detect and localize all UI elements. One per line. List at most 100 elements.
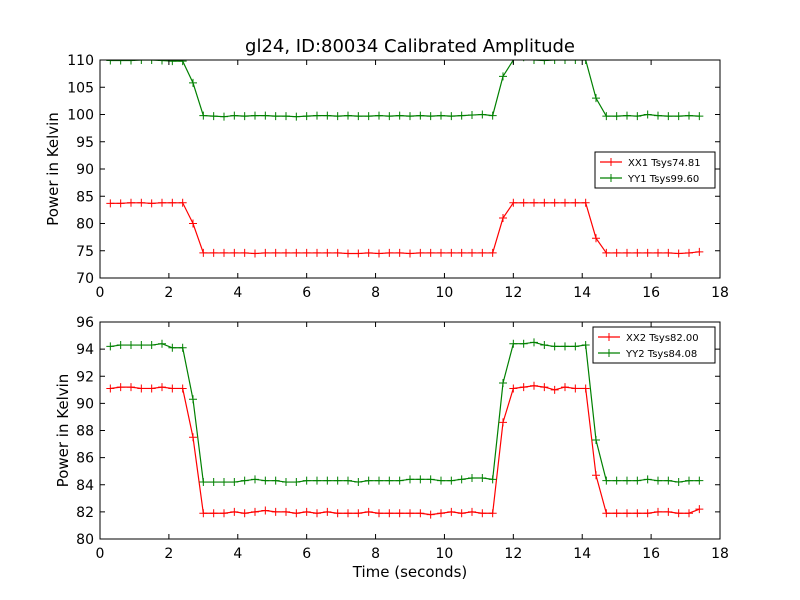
x-axis-label: Time (seconds) <box>352 563 468 581</box>
data-point <box>127 383 135 392</box>
data-point <box>406 112 414 121</box>
data-point <box>354 509 363 518</box>
data-point <box>344 249 352 258</box>
data-point <box>375 249 383 258</box>
data-point <box>488 111 497 120</box>
data-point <box>302 248 311 257</box>
y-tick-label: 70 <box>76 271 94 287</box>
data-point <box>437 248 445 257</box>
data-point <box>385 509 394 518</box>
y-tick-label: 95 <box>76 135 94 151</box>
chart-panel-1: 0 2 4 6 8 10 12 14 16 18 70 75 80 85 90 95 100 105 110 gl24… <box>44 36 729 301</box>
data-point <box>674 509 683 518</box>
data-point <box>220 478 228 487</box>
data-point <box>540 383 549 392</box>
data-point <box>333 248 342 257</box>
data-point <box>592 234 600 243</box>
data-point <box>375 476 383 485</box>
data-point <box>643 475 652 484</box>
data-point <box>230 507 239 516</box>
data-point <box>488 509 497 518</box>
data-point <box>333 509 342 518</box>
data-point <box>685 248 693 257</box>
data-point <box>364 507 373 516</box>
data-point <box>685 111 693 120</box>
data-point <box>209 248 218 257</box>
data-point <box>643 509 652 518</box>
data-point <box>313 248 321 257</box>
data-point <box>509 384 518 393</box>
x-tick-label: 4 <box>233 546 242 562</box>
data-point <box>623 509 631 518</box>
data-point <box>447 507 456 516</box>
data-point <box>437 111 445 120</box>
data-point <box>509 198 518 207</box>
y-tick-label: 82 <box>76 505 94 521</box>
data-point <box>592 471 600 480</box>
data-point <box>488 248 497 257</box>
data-point <box>457 509 466 518</box>
data-point <box>385 248 394 257</box>
data-point <box>499 72 507 81</box>
data-point <box>106 60 115 65</box>
x-tick-label: 2 <box>164 285 173 301</box>
y-tick-label: 100 <box>67 108 94 124</box>
data-point <box>664 248 673 257</box>
data-point <box>116 60 125 65</box>
data-point <box>581 198 590 207</box>
y-tick-label: 110 <box>67 53 94 69</box>
data-point <box>654 111 662 120</box>
data-point <box>530 381 538 390</box>
data-point <box>261 476 270 485</box>
data-point <box>375 509 383 518</box>
data-point <box>550 385 559 394</box>
data-point <box>385 476 394 485</box>
data-point <box>158 198 166 207</box>
data-point <box>612 248 621 257</box>
x-tick-label: 6 <box>302 546 311 562</box>
data-point <box>592 94 600 103</box>
data-point <box>364 476 373 485</box>
data-point <box>147 199 156 208</box>
data-point <box>230 248 239 257</box>
data-point <box>674 112 683 121</box>
data-point <box>106 384 115 393</box>
data-point <box>447 112 456 121</box>
data-point <box>333 476 342 485</box>
data-point <box>230 478 239 487</box>
data-point <box>550 342 559 351</box>
data-point <box>571 384 580 393</box>
data-point <box>602 476 611 485</box>
legend-label: YY2 Tsys84.08 <box>625 349 697 360</box>
data-point <box>189 219 197 228</box>
data-point <box>168 198 177 207</box>
data-point <box>106 342 115 351</box>
y-tick-label: 80 <box>76 532 94 548</box>
legend-marker <box>607 174 615 182</box>
data-point <box>230 111 239 120</box>
data-point <box>406 509 414 518</box>
data-point <box>158 383 166 392</box>
x-tick-label: 16 <box>642 546 660 562</box>
data-point <box>395 248 404 257</box>
data-point <box>147 384 156 393</box>
chart-title: gl24, ID:80034 Calibrated Amplitude <box>245 36 575 57</box>
data-point <box>468 248 476 257</box>
data-point <box>654 476 662 485</box>
y-tick-label: 96 <box>76 315 94 331</box>
x-tick-label: 12 <box>504 285 522 301</box>
data-point <box>271 112 280 121</box>
data-point <box>633 248 642 257</box>
data-point <box>519 198 528 207</box>
y-axis-label: Power in Kelvin <box>54 374 72 488</box>
data-point <box>416 475 425 484</box>
data-point <box>654 507 662 516</box>
data-point <box>323 111 332 120</box>
data-point <box>530 198 538 207</box>
data-point <box>623 248 631 257</box>
legend-marker <box>607 158 615 166</box>
y-tick-label: 75 <box>76 244 94 260</box>
legend: XX1 Tsys74.81 YY1 Tsys99.60 <box>594 151 716 189</box>
